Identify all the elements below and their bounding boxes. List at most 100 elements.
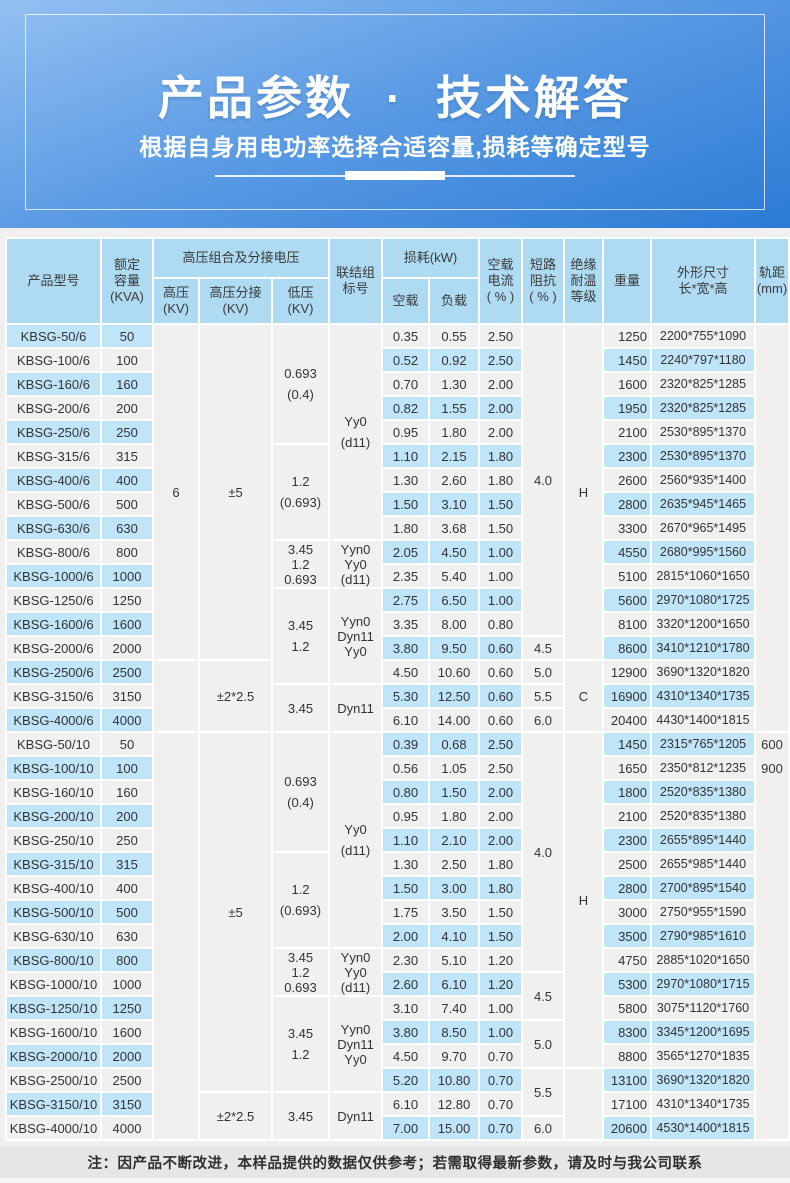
cell-noload-current: 1.20 (478, 947, 523, 973)
table-row: KBSG-1000/6 1000 2.35 5.40 1.00 5100 2815*1060… (5, 563, 789, 589)
cell-noload-current: 2.00 (478, 803, 523, 829)
cell-model: KBSG-315/6 (5, 443, 102, 469)
header-cell: 负载 (428, 277, 480, 325)
cell-gauge: 600 900 (754, 731, 790, 1141)
cell-noload-current: 1.00 (478, 563, 523, 589)
cell-dims: 2635*945*1465 (650, 491, 756, 517)
cell-noload-current: 1.80 (478, 467, 523, 493)
table-row: KBSG-500/10 500 1.75 3.50 1.50 3000 2750*955*1… (5, 899, 789, 925)
cell-weight: 8800 (602, 1043, 652, 1069)
cell-model: KBSG-315/10 (5, 851, 102, 877)
cell-model: KBSG-500/6 (5, 491, 102, 517)
cell-weight: 2300 (602, 827, 652, 853)
header-cell: 空载 (381, 277, 430, 325)
table-row: KBSG-100/6 100 0.52 0.92 2.50 1450 2240*797*11… (5, 347, 789, 373)
cell-load-loss: 9.50 (428, 635, 480, 661)
cell-dims: 2200*755*1090 (650, 323, 756, 349)
cell-noload-current: 2.00 (478, 827, 523, 853)
cell-noload-loss: 1.50 (381, 875, 430, 901)
cell-weight: 20600 (602, 1115, 652, 1141)
page-title: 产品参数 · 技术解答 (158, 72, 632, 124)
cell-kva: 630 (100, 923, 154, 949)
cell-weight: 12900 (602, 659, 652, 685)
cell-model: KBSG-2500/10 (5, 1067, 102, 1093)
header-cell: 损耗(kW) (381, 237, 480, 279)
table-row: KBSG-630/6 630 1.80 3.68 1.50 3300 2670*965*14… (5, 515, 789, 541)
cell-tap: ±2*2.5 (198, 659, 273, 733)
cell-noload-loss: 4.50 (381, 659, 430, 685)
cell-kva: 2500 (100, 1067, 154, 1093)
cell-noload-loss: 0.56 (381, 755, 430, 781)
table-row: KBSG-1250/6 1250 3.45 1.2 Yyn0 Dyn11 Yy0 2.75 6.… (5, 587, 789, 685)
cell-noload-current: 1.50 (478, 491, 523, 517)
cell-hv (152, 731, 200, 1141)
banner-divider-thick (345, 171, 445, 180)
cell-noload-loss: 4.50 (381, 1043, 430, 1069)
table-row: KBSG-160/6 160 0.70 1.30 2.00 1600 2320*825*12… (5, 371, 789, 397)
cell-load-loss: 2.15 (428, 443, 480, 469)
cell-model: KBSG-2500/6 (5, 659, 102, 685)
cell-dims: 3690*1320*1820 (650, 659, 756, 685)
cell-hv (152, 659, 200, 733)
cell-noload-loss: 2.05 (381, 539, 430, 565)
cell-noload-current: 2.50 (478, 323, 523, 349)
cell-noload-current: 2.00 (478, 371, 523, 397)
cell-noload-loss: 0.82 (381, 395, 430, 421)
cell-kva: 100 (100, 755, 154, 781)
cell-group: Yy0 (d11) (328, 731, 383, 949)
cell-model: KBSG-3150/6 (5, 683, 102, 709)
cell-noload-loss: 6.10 (381, 1091, 430, 1117)
cell-noload-loss: 1.30 (381, 467, 430, 493)
cell-load-loss: 12.50 (428, 683, 480, 709)
cell-dims: 2560*935*1400 (650, 467, 756, 493)
cell-load-loss: 4.10 (428, 923, 480, 949)
cell-noload-loss: 1.10 (381, 827, 430, 853)
table-row: KBSG-250/10 250 1.10 2.10 2.00 2300 2655*895*1… (5, 827, 789, 853)
cell-noload-current: 2.00 (478, 779, 523, 805)
header-cell: 额定 容量 (KVA) (100, 237, 154, 325)
cell-model: KBSG-50/6 (5, 323, 102, 349)
cell-tap: ±5 (198, 323, 273, 661)
cell-kva: 630 (100, 515, 154, 541)
cell-noload-current: 1.20 (478, 971, 523, 997)
cell-model: KBSG-50/10 (5, 731, 102, 757)
cell-hv: 6 (152, 323, 200, 661)
cell-model: KBSG-1250/10 (5, 995, 102, 1021)
cell-dims: 2520*835*1380 (650, 803, 756, 829)
table-row: KBSG-315/10 315 1.2 (0.693) 1.30 2.50 1.80 2500… (5, 851, 789, 949)
cell-tap: ±5 (198, 731, 273, 1093)
cell-noload-loss: 1.30 (381, 851, 430, 877)
cell-lv: 3.45 1.2 (271, 995, 330, 1093)
cell-lv: 3.45 1.2 0.693 (271, 539, 330, 589)
header-cell: 重量 (602, 237, 652, 325)
cell-kva: 800 (100, 947, 154, 973)
cell-impedance: 6.0 (521, 707, 565, 733)
cell-kva: 315 (100, 443, 154, 469)
table-row: KBSG-500/6 500 1.50 3.10 1.50 2800 2635*945*14… (5, 491, 789, 517)
table-row: KBSG-1600/10 1600 3.80 8.50 1.00 5.0 8300 3345*… (5, 1019, 789, 1069)
cell-load-loss: 12.80 (428, 1091, 480, 1117)
cell-kva: 2500 (100, 659, 154, 685)
cell-dims: 2655*985*1440 (650, 851, 756, 877)
cell-noload-current: 0.70 (478, 1115, 523, 1141)
cell-load-loss: 0.68 (428, 731, 480, 757)
cell-kva: 100 (100, 347, 154, 373)
page-bottom (0, 1178, 790, 1183)
cell-weight: 2300 (602, 443, 652, 469)
cell-kva: 315 (100, 851, 154, 877)
cell-dims: 4310*1340*1735 (650, 1091, 756, 1117)
cell-noload-loss: 0.70 (381, 371, 430, 397)
cell-weight: 4550 (602, 539, 652, 565)
cell-noload-current: 1.00 (478, 587, 523, 613)
cell-load-loss: 8.00 (428, 611, 480, 637)
cell-impedance: 4.0 (521, 323, 565, 637)
cell-noload-loss: 3.35 (381, 611, 430, 637)
cell-load-loss: 5.40 (428, 563, 480, 589)
table-row: KBSG-1600/6 1600 3.35 8.00 0.80 8100 3320*1200… (5, 611, 789, 637)
cell-group: Yyn0 Yy0 (d11) (328, 947, 383, 997)
cell-kva: 1250 (100, 587, 154, 613)
cell-dims: 4430*1400*1815 (650, 707, 756, 733)
cell-dims: 2655*895*1440 (650, 827, 756, 853)
cell-weight: 16900 (602, 683, 652, 709)
table-row: KBSG-250/6 250 0.95 1.80 2.00 2100 2530*895*13… (5, 419, 789, 445)
